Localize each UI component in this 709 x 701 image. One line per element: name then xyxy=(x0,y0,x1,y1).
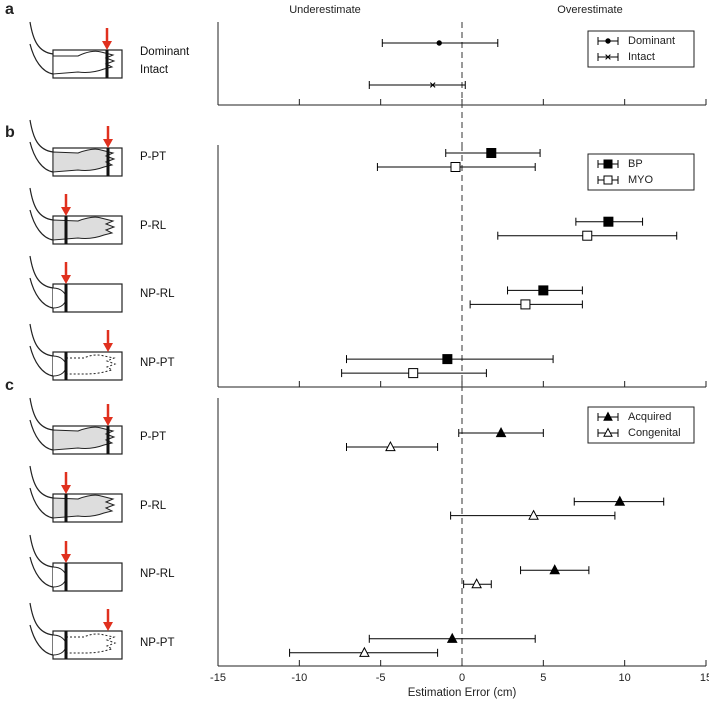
marker xyxy=(582,230,593,241)
x-tick-label: 0 xyxy=(459,672,465,684)
x-tick-label: 10 xyxy=(619,672,631,684)
marker xyxy=(486,148,497,158)
marker xyxy=(385,440,396,452)
icon xyxy=(29,465,123,523)
legend-label: BP xyxy=(628,158,643,170)
legend-box xyxy=(587,30,695,68)
marker xyxy=(450,162,461,172)
category-label: NP-RL xyxy=(140,288,175,301)
legend: Dominant Intact xyxy=(587,30,695,68)
marker xyxy=(549,564,561,575)
legend-marker xyxy=(603,427,613,437)
marker xyxy=(538,285,549,296)
legend-label: Congenital xyxy=(628,427,681,439)
x-tick-label: -10 xyxy=(291,672,307,684)
icon xyxy=(29,119,123,177)
category-label: P-RL xyxy=(140,219,167,232)
panel-label: c xyxy=(5,377,14,394)
icon xyxy=(29,534,123,592)
legend-marker xyxy=(605,54,611,60)
icon xyxy=(29,397,123,455)
marker xyxy=(442,354,453,365)
marker xyxy=(520,299,531,310)
marker xyxy=(429,82,436,88)
icon xyxy=(29,21,123,79)
legend-label: Intact xyxy=(628,51,655,63)
panel-label: b xyxy=(5,124,15,141)
legend: BP MYO xyxy=(587,153,695,191)
category-label: Dominant Intact xyxy=(140,46,190,76)
marker xyxy=(436,40,442,46)
marker xyxy=(359,646,370,657)
x-tick-label: 15 xyxy=(700,672,709,684)
marker xyxy=(614,495,626,506)
legend-box xyxy=(587,406,695,444)
icon xyxy=(29,323,123,381)
legend: Acquired Congenital xyxy=(587,406,695,444)
marker xyxy=(446,632,458,643)
legend-label: Dominant xyxy=(628,35,675,47)
legend-marker xyxy=(603,159,613,169)
legend-label: MYO xyxy=(628,174,654,186)
marker xyxy=(603,216,614,227)
category-label: NP-RL xyxy=(140,568,175,581)
marker xyxy=(528,509,539,520)
icon xyxy=(29,187,123,245)
legend-marker xyxy=(603,175,613,185)
icon xyxy=(29,602,123,660)
category-label: NP-PT xyxy=(140,357,175,370)
x-tick-label: -15 xyxy=(210,672,226,684)
marker xyxy=(471,578,482,589)
category-label: P-PT xyxy=(140,431,167,443)
category-label: P-PT xyxy=(140,151,167,163)
legend-label: Acquired xyxy=(628,411,671,423)
x-tick-label: 5 xyxy=(540,672,546,684)
category-label: P-RL xyxy=(140,499,167,512)
annotation: Overestimate xyxy=(557,4,622,16)
x-tick-label: -5 xyxy=(376,672,386,684)
panel-label: a xyxy=(5,1,14,18)
category-label: NP-PT xyxy=(140,636,175,649)
annotation: Underestimate xyxy=(289,4,361,16)
icon xyxy=(29,255,123,313)
legend-marker xyxy=(603,411,613,421)
marker xyxy=(495,426,507,438)
legend-marker xyxy=(605,38,611,44)
x-axis-label: Estimation Error (cm) xyxy=(408,687,517,699)
marker xyxy=(408,368,419,379)
